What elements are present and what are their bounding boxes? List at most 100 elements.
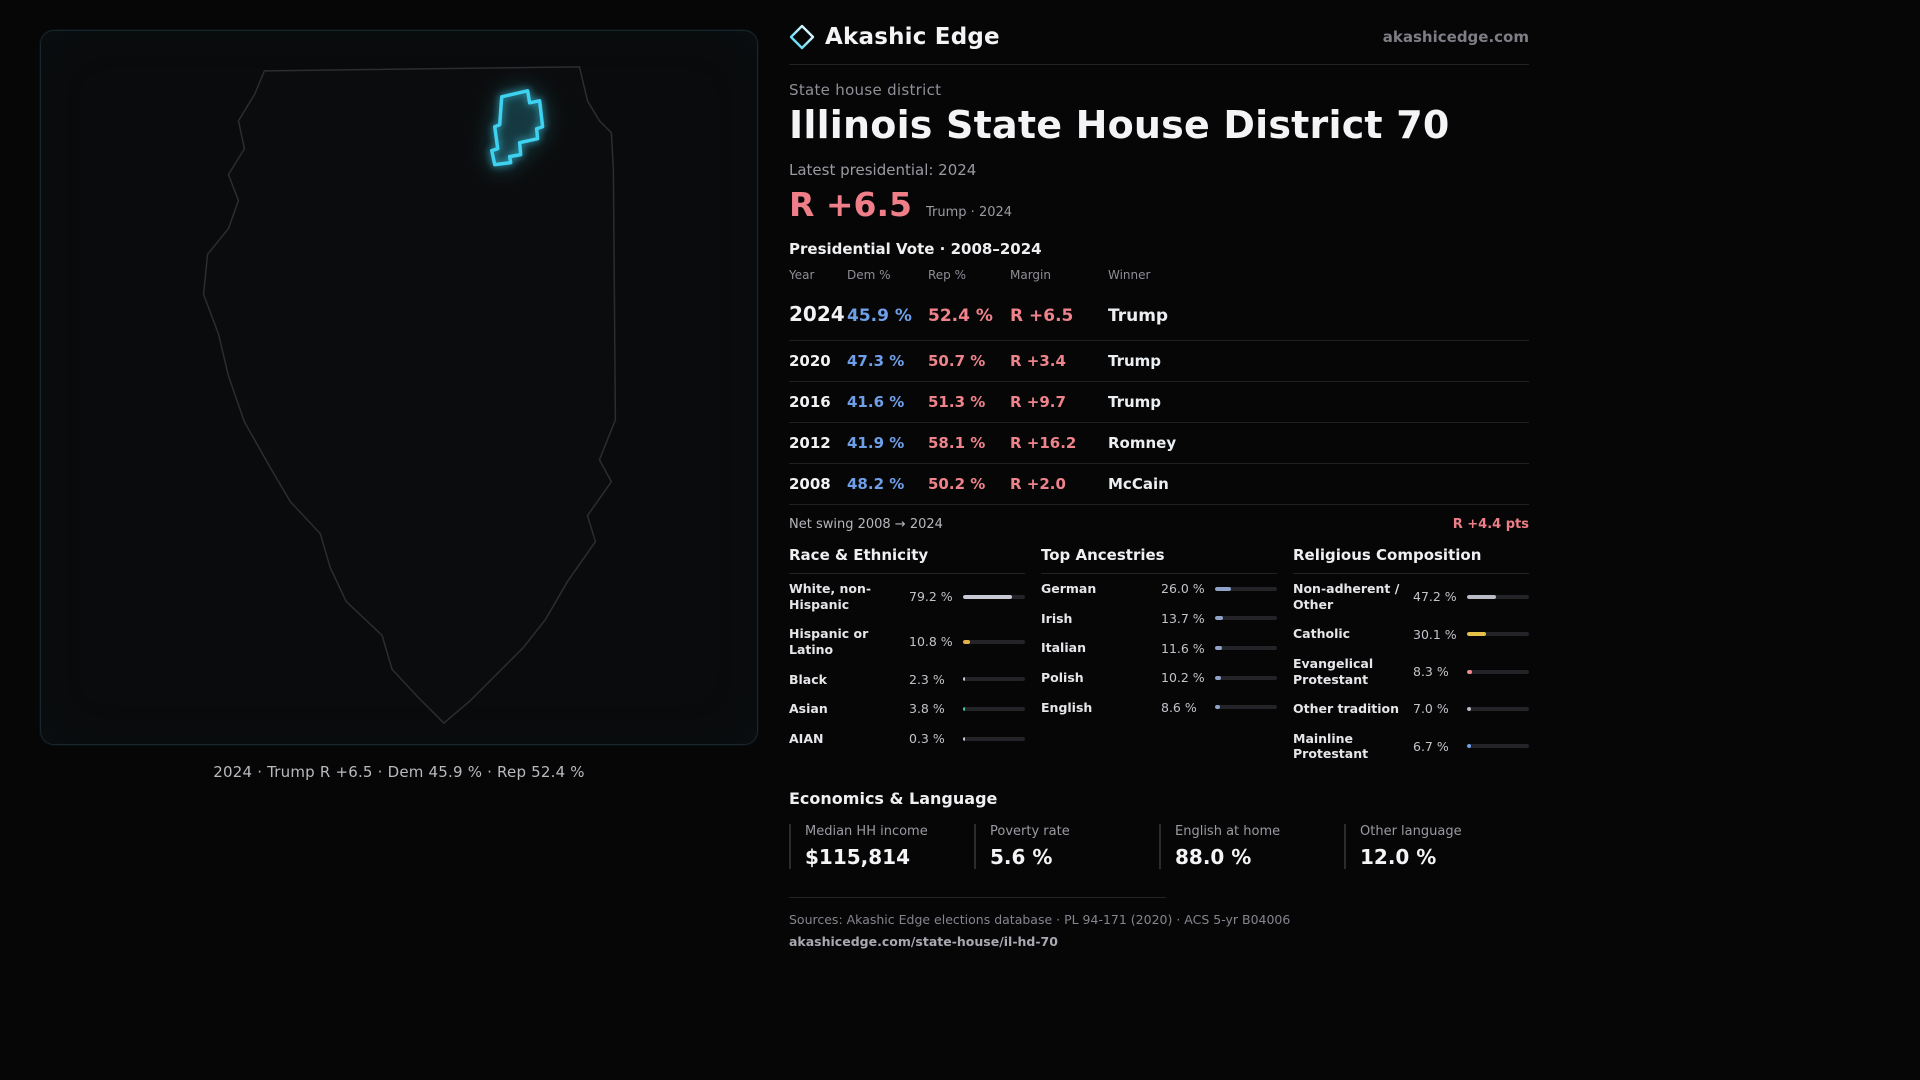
economics-stats: Median HH income $115,814 Poverty rate 5… (789, 824, 1529, 869)
rep-cell: 52.4 % (928, 306, 993, 326)
rep-cell: 50.2 % (928, 475, 986, 493)
demo-row: Polish 10.2 % (1041, 663, 1277, 693)
brand: Akashic Edge (789, 24, 1000, 50)
demo-bar (1215, 616, 1277, 621)
rep-cell: 58.1 % (928, 434, 986, 452)
year-cell: 2008 (789, 475, 831, 493)
table-row: 2008 48.2 % 50.2 % R +2.0 McCain (789, 464, 1529, 505)
demo-bar-fill (1467, 744, 1472, 749)
religion-group: Religious Composition Non-adherent / Oth… (1293, 546, 1529, 769)
demo-bar-fill (1215, 646, 1223, 651)
demo-bar (1467, 669, 1529, 674)
rep-cell: 50.7 % (928, 352, 986, 370)
demo-row: AIAN 0.3 % (789, 724, 1025, 754)
net-swing-row: Net swing 2008 → 2024 R +4.4 pts (789, 517, 1529, 532)
demo-bar (1467, 594, 1529, 599)
demo-bar-fill (1215, 675, 1222, 680)
demo-value: 8.6 % (1161, 699, 1197, 715)
header-divider (789, 64, 1529, 65)
demo-bar (1467, 706, 1529, 711)
vote-table-header: Year Dem % Rep % Margin Winner (789, 268, 1529, 290)
economics-title: Economics & Language (789, 789, 998, 808)
demo-row: Evangelical Protestant 8.3 % (1293, 649, 1529, 694)
demo-label: Irish (1041, 610, 1073, 626)
demo-row: English 8.6 % (1041, 693, 1277, 723)
demo-row: Catholic 30.1 % (1293, 619, 1529, 649)
stat-label: English at home (1175, 824, 1281, 839)
demo-bar-fill (1467, 669, 1473, 674)
year-cell: 2012 (789, 434, 831, 452)
year-cell: 2020 (789, 352, 831, 370)
page-title: Illinois State House District 70 (789, 103, 1450, 147)
demo-row: Irish 13.7 % (1041, 604, 1277, 634)
demo-label: Asian (789, 701, 828, 717)
table-row: 2024 45.9 % 52.4 % R +6.5 Trump (789, 290, 1529, 341)
demo-label: Hispanic or Latino (789, 626, 869, 657)
demo-bar-fill (1467, 706, 1472, 711)
headline-margin-context: Trump · 2024 (926, 205, 1013, 220)
brand-site-link[interactable]: akashicedge.com (1382, 28, 1529, 46)
demo-value: 79.2 % (909, 589, 953, 605)
demo-bar (963, 639, 1025, 644)
demo-value: 2.3 % (909, 671, 945, 687)
district-70-shape[interactable] (489, 89, 545, 167)
demo-label: White, non-Hispanic (789, 581, 872, 612)
race-ethnicity-group: Race & Ethnicity White, non-Hispanic 79.… (789, 546, 1025, 769)
demo-label: German (1041, 581, 1097, 596)
demo-bar-fill (1467, 594, 1497, 599)
district-map-region: 2024 · Trump R +6.5 · Dem 45.9 % · Rep 5… (40, 30, 758, 781)
stat-value: 5.6 % (990, 845, 1053, 869)
demo-value: 11.6 % (1161, 640, 1205, 656)
stat-label: Poverty rate (990, 824, 1070, 839)
margin-cell: R +2.0 (1010, 475, 1066, 493)
demo-row: German 26.0 % (1041, 574, 1277, 604)
demo-bar (1467, 632, 1529, 637)
winner-cell: McCain (1108, 475, 1169, 493)
footer-permalink[interactable]: akashicedge.com/state-house/il-hd-70 (789, 934, 1058, 949)
demo-bar-fill (963, 736, 966, 741)
district-report: Akashic Edge akashicedge.com State house… (789, 24, 1529, 949)
stat-value: 12.0 % (1360, 845, 1437, 869)
demo-row: Asian 3.8 % (789, 694, 1025, 724)
stat-english-at-home: English at home 88.0 % (1159, 824, 1344, 869)
margin-cell: R +16.2 (1010, 434, 1077, 452)
demo-row: Non-adherent / Other 47.2 % (1293, 574, 1529, 619)
dem-cell: 41.9 % (847, 434, 905, 452)
winner-cell: Trump (1108, 393, 1162, 411)
demo-row: Hispanic or Latino 10.8 % (789, 619, 1025, 664)
table-row: 2016 41.6 % 51.3 % R +9.7 Trump (789, 382, 1529, 423)
headline-margin-block: R +6.5 Trump · 2024 (789, 185, 1529, 224)
stat-label: Other language (1360, 824, 1462, 839)
demo-label: English (1041, 699, 1093, 715)
demo-value: 10.2 % (1161, 670, 1205, 686)
demo-value: 47.2 % (1413, 589, 1457, 605)
vote-table-title: Presidential Vote · 2008–2024 (789, 240, 1042, 258)
demo-label: Black (789, 671, 827, 687)
demo-value: 6.7 % (1413, 738, 1449, 754)
demo-row: Italian 11.6 % (1041, 633, 1277, 663)
demo-label: Italian (1041, 640, 1086, 656)
stat-poverty-rate: Poverty rate 5.6 % (974, 824, 1159, 869)
net-swing-label: Net swing 2008 → 2024 (789, 517, 943, 532)
demo-row: Mainline Protestant 6.7 % (1293, 724, 1529, 769)
demo-value: 30.1 % (1413, 626, 1457, 642)
demo-bar-fill (1215, 705, 1221, 710)
dem-cell: 45.9 % (847, 306, 912, 326)
demo-bar-fill (1467, 632, 1486, 637)
map-caption: 2024 · Trump R +6.5 · Dem 45.9 % · Rep 5… (213, 763, 585, 781)
demo-bar (1215, 675, 1277, 680)
winner-cell: Romney (1108, 434, 1177, 452)
demographics-section: Race & Ethnicity White, non-Hispanic 79.… (789, 546, 1529, 769)
illinois-state-outline (202, 66, 617, 725)
demo-value: 7.0 % (1413, 701, 1449, 717)
demo-bar-fill (963, 594, 1013, 599)
demo-bar (963, 706, 1025, 711)
footer-divider (789, 897, 1166, 898)
demo-bar (1215, 705, 1277, 710)
group-title: Top Ancestries (1041, 546, 1277, 574)
demo-label: Polish (1041, 669, 1084, 685)
margin-cell: R +3.4 (1010, 352, 1066, 370)
demo-bar (963, 594, 1025, 599)
demo-label: AIAN (789, 730, 824, 746)
margin-cell: R +6.5 (1010, 306, 1074, 326)
